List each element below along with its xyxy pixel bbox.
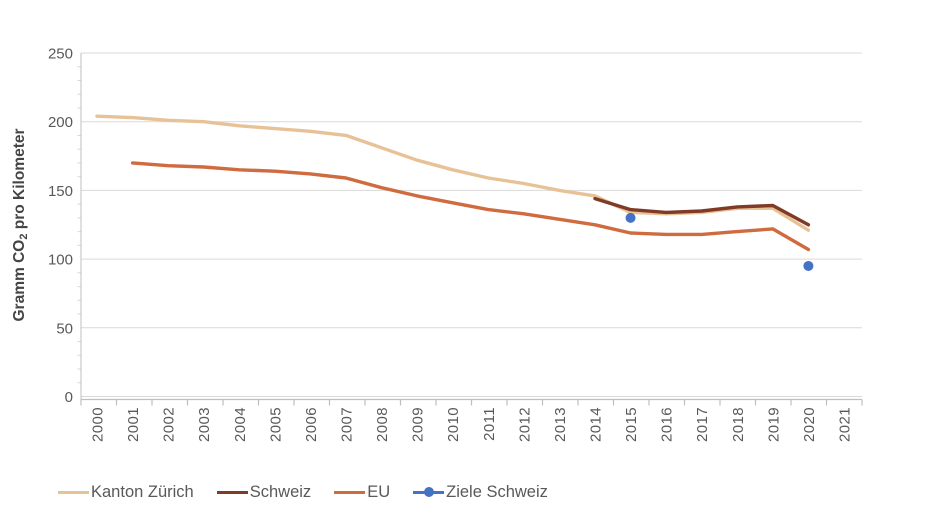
x-tick-label: 2021 [836, 407, 853, 442]
legend-item-eu: EU [334, 483, 390, 502]
x-tick-label: 2017 [694, 407, 711, 442]
legend-swatch-eu [334, 490, 366, 495]
x-tick-label: 2014 [587, 407, 604, 442]
x-tick-label: 2007 [338, 407, 355, 442]
y-tick-label: 50 [56, 320, 73, 337]
x-tick-label: 2009 [410, 407, 427, 442]
x-tick-label: 2020 [801, 407, 818, 442]
legend-label: Ziele Schweiz [446, 483, 548, 501]
legend-label: Schweiz [249, 483, 312, 501]
y-tick-label: 0 [65, 389, 73, 406]
x-tick-label: 2004 [232, 407, 249, 442]
series-line-kanton-z-rich [95, 114, 811, 232]
y-tick-label: 250 [48, 46, 73, 63]
x-tick-label: 2016 [659, 407, 676, 442]
x-tick-label: 2002 [161, 407, 178, 442]
legend-swatch-schweiz [216, 490, 248, 495]
legend-item-kanton-z-rich: Kanton Zürich [58, 483, 194, 502]
x-tick-label: 2013 [552, 407, 569, 442]
series-line-schweiz [593, 196, 811, 227]
legend-label: Kanton Zürich [91, 483, 194, 501]
y-tick-label: 200 [48, 114, 73, 131]
x-tick-label: 2012 [516, 407, 533, 442]
y-axis-title: Gramm CO2 pro Kilometer [11, 128, 30, 321]
series-line-eu [130, 161, 811, 252]
data-point-ziele-schweiz [625, 212, 636, 223]
x-tick-label: 2005 [267, 407, 284, 442]
x-tick-label: 2000 [90, 407, 107, 442]
x-tick-label: 2006 [303, 407, 320, 442]
x-tick-label: 2011 [481, 407, 498, 441]
x-tick-label: 2001 [125, 407, 142, 442]
x-tick-label: 2003 [196, 407, 213, 442]
x-tick-label: 2018 [730, 407, 747, 442]
legend-marker-dot [423, 487, 434, 498]
x-tick-label: 2008 [374, 407, 391, 442]
x-tick-label: 2015 [623, 407, 640, 442]
x-tick-label: 2019 [765, 407, 782, 442]
legend-swatch-kanton-z-rich [58, 490, 89, 495]
legend: Kanton Zürich Schweiz EU Ziele Schweiz [58, 483, 548, 502]
data-point-ziele-schweiz [803, 260, 814, 271]
x-tick-label: 2010 [445, 407, 462, 442]
y-tick-label: 150 [48, 183, 73, 200]
legend-swatch-ziele-schweiz [413, 487, 445, 498]
legend-item-ziele-schweiz: Ziele Schweiz [413, 483, 548, 502]
legend-label: EU [367, 483, 391, 501]
y-tick-label: 100 [48, 252, 73, 269]
legend-item-schweiz: Schweiz [216, 483, 312, 502]
